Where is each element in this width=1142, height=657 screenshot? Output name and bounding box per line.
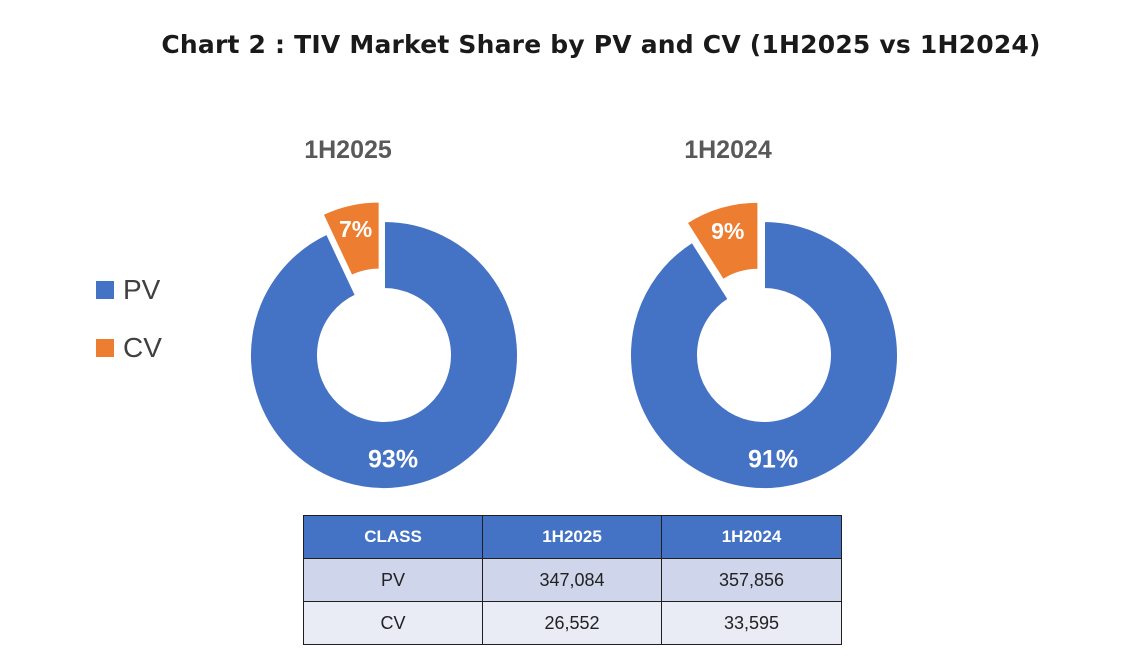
table-row: CV 26,552 33,595: [303, 601, 842, 645]
data-label-pv: 91%: [748, 446, 798, 474]
donut-title-1h2025: 1H2025: [304, 136, 392, 164]
donut-1h2024: 91% 9%: [629, 200, 899, 490]
table-cell-class: CV: [303, 601, 483, 645]
table-cell-1h2025: 26,552: [482, 601, 662, 645]
donut-title-1h2024: 1H2024: [684, 136, 772, 164]
legend: PV CV: [96, 270, 162, 386]
legend-swatch-cv: [96, 339, 114, 357]
data-table: CLASS 1H2025 1H2024 PV 347,084 357,856 C…: [303, 515, 842, 645]
table-header-1h2024: 1H2024: [661, 515, 842, 559]
table-cell-1h2025: 347,084: [482, 558, 662, 602]
legend-label-pv: PV: [123, 274, 161, 305]
donut-charts: 1H2025 1H2024 93% 7% 91% 9%: [249, 136, 899, 490]
legend-item-cv: CV: [96, 328, 162, 368]
slice-pv: [629, 219, 899, 490]
table-cell-1h2024: 33,595: [661, 601, 842, 645]
table-header-class: CLASS: [303, 515, 483, 559]
legend-swatch-pv: [96, 281, 114, 299]
slice-cv: [685, 200, 760, 282]
chart-title: Chart 2 : TIV Market Share by PV and CV …: [161, 30, 1041, 59]
table-header-1h2025: 1H2025: [482, 515, 662, 559]
data-label-pv: 93%: [368, 446, 418, 474]
legend-label-cv: CV: [123, 332, 162, 363]
table-row: PV 347,084 357,856: [303, 558, 842, 602]
slice-cv: [321, 200, 381, 278]
legend-item-pv: PV: [96, 270, 162, 310]
table-cell-1h2024: 357,856: [661, 558, 842, 602]
slice-pv: [249, 219, 519, 490]
table-cell-class: PV: [303, 558, 483, 602]
data-label-cv: 9%: [711, 218, 744, 244]
data-label-cv: 7%: [339, 216, 372, 242]
donut-1h2025: 93% 7%: [249, 200, 519, 490]
table-header-row: CLASS 1H2025 1H2024: [303, 515, 842, 559]
